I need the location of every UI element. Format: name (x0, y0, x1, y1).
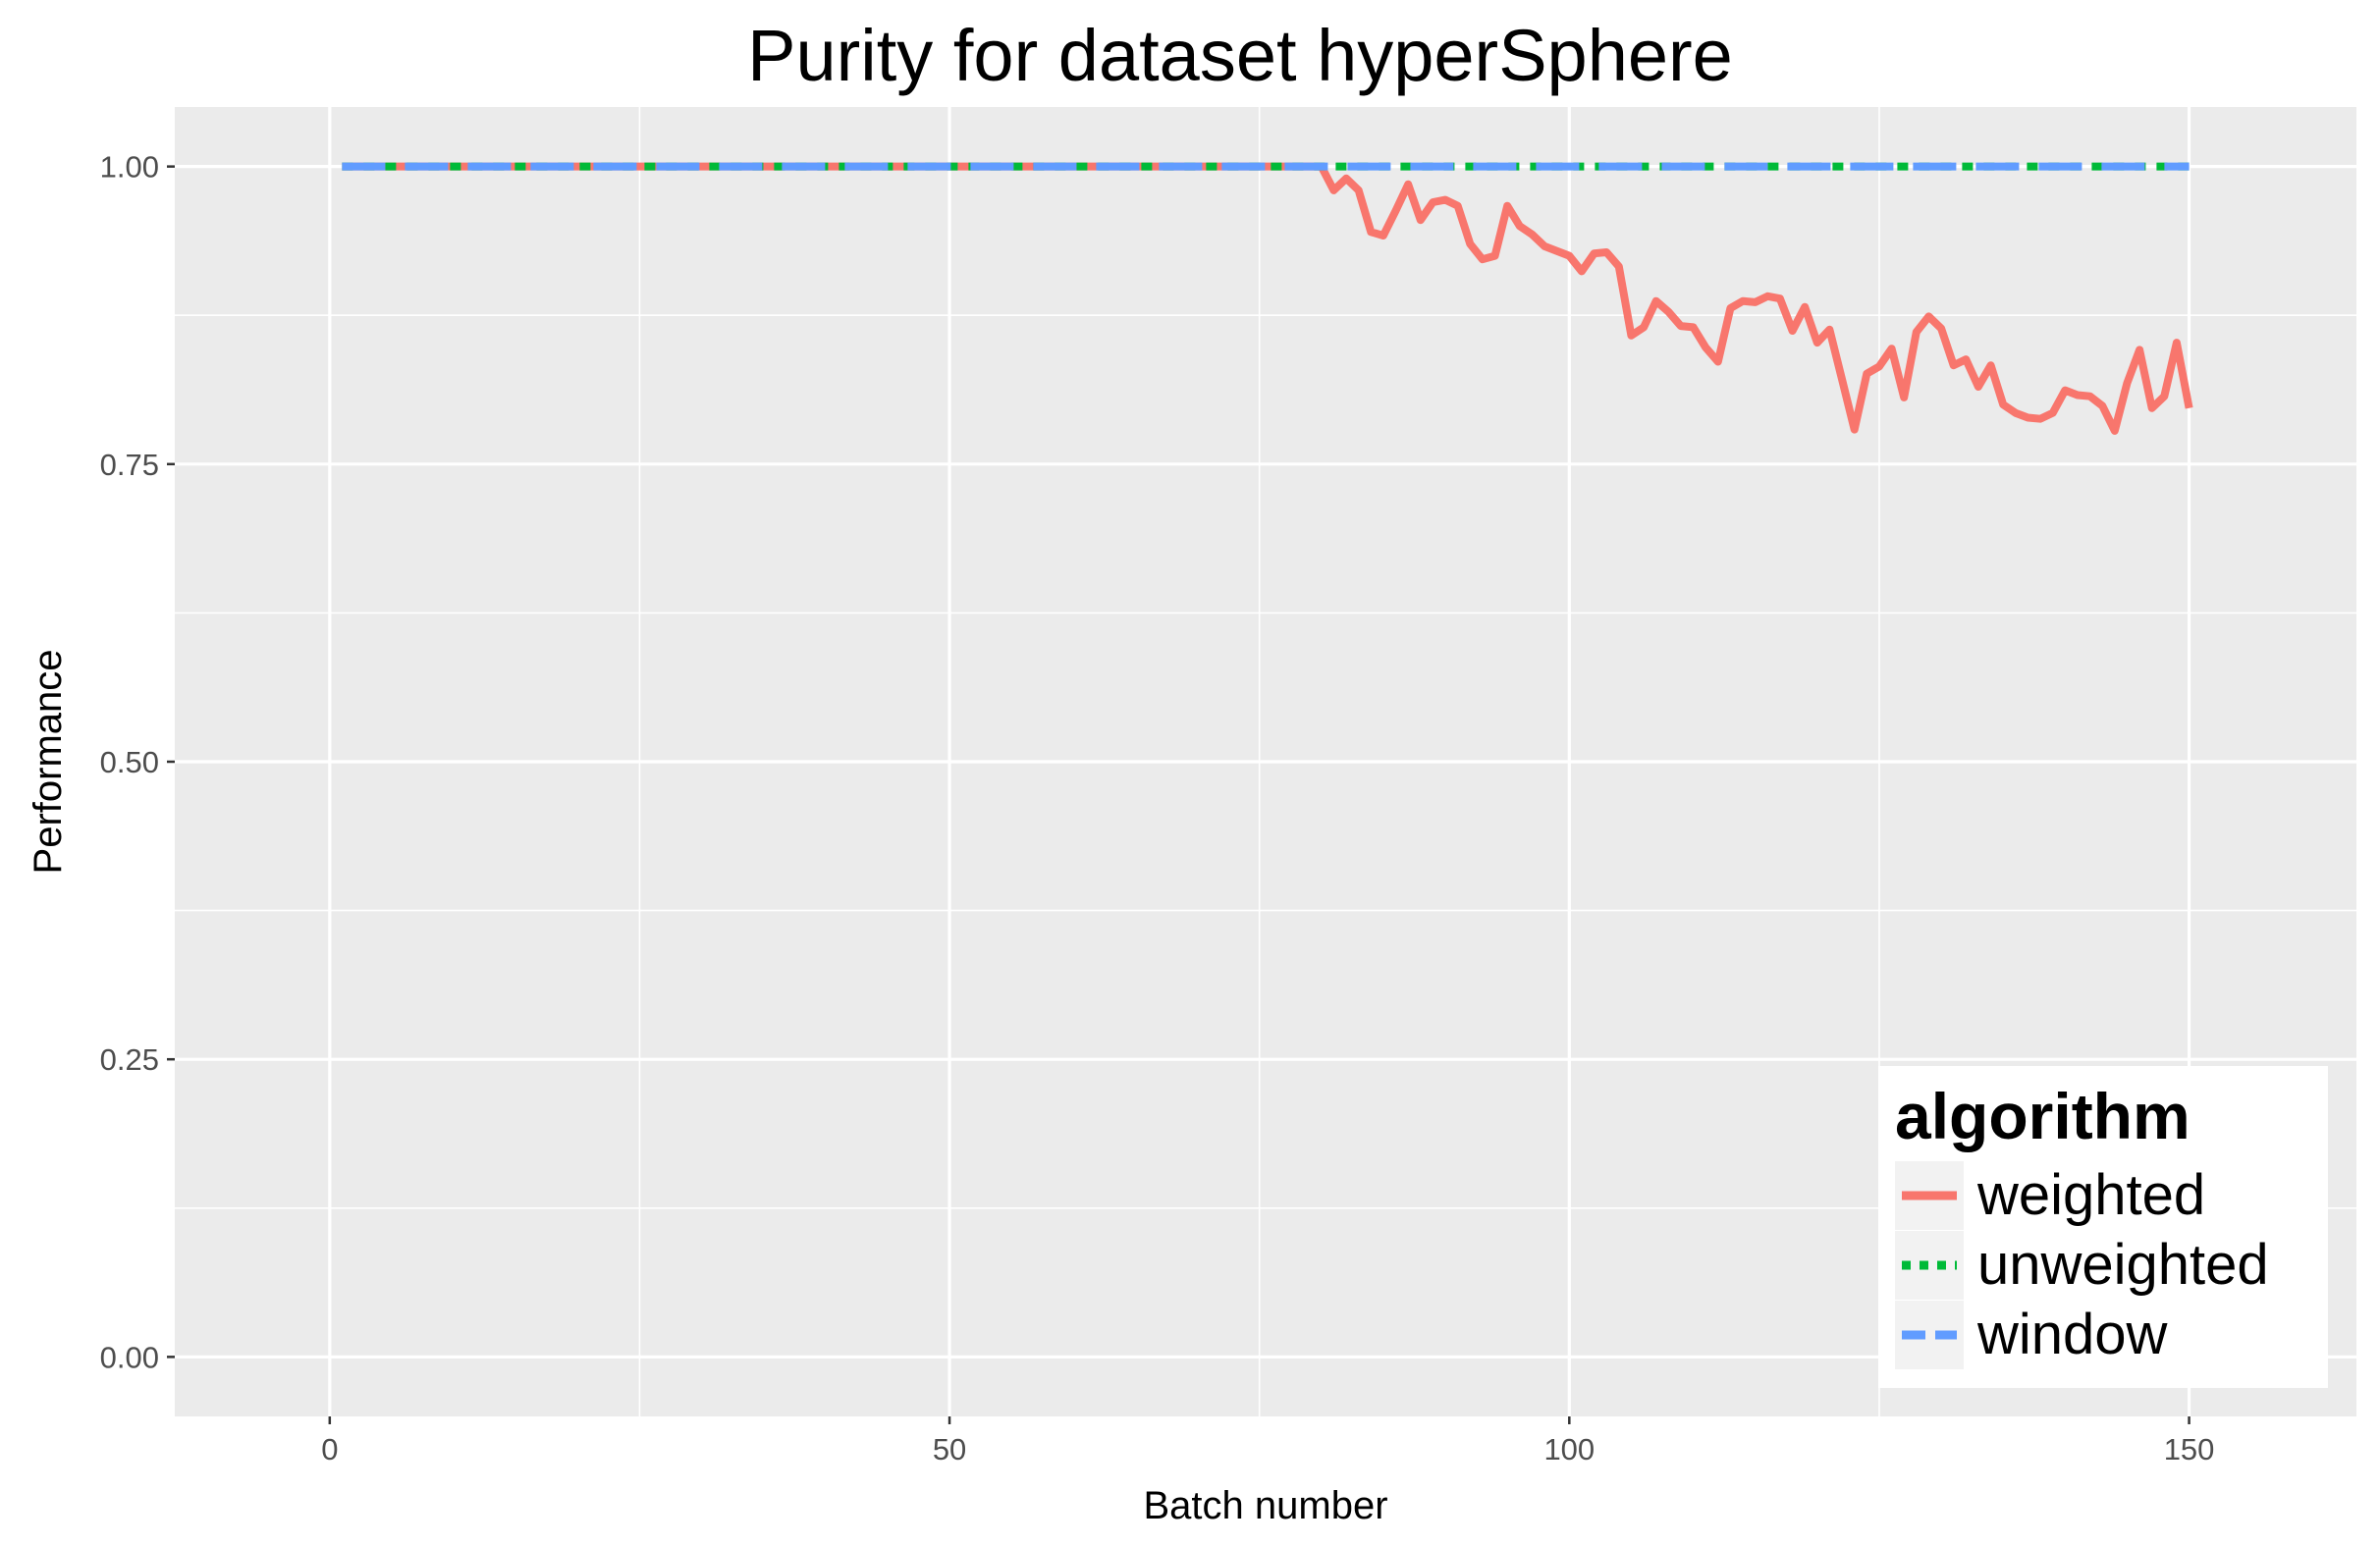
chart-title: Purity for dataset hyperSphere (747, 15, 1733, 96)
series-line-weighted (342, 162, 2193, 435)
x-axis-title: Batch number (1143, 1484, 1387, 1527)
y-tick-label: 1.00 (100, 150, 159, 185)
x-tick-label: 0 (321, 1432, 338, 1466)
x-tick-label: 100 (1543, 1432, 1595, 1466)
y-tick-label: 0.75 (100, 448, 159, 482)
x-tick-label: 150 (2164, 1432, 2215, 1466)
series-lines (342, 162, 2193, 435)
major-gridlines (175, 107, 2356, 1416)
legend-label-weighted: weighted (1976, 1163, 2205, 1227)
y-tick-label: 0.25 (100, 1042, 159, 1077)
y-axis: 0.00 0.25 0.50 0.75 1.00 (100, 150, 175, 1374)
y-tick-label: 0.50 (100, 745, 159, 779)
legend-label-unweighted: unweighted (1977, 1233, 2269, 1297)
legend-title: algorithm (1895, 1080, 2191, 1152)
y-tick-label: 0.00 (100, 1340, 159, 1374)
x-tick-label: 50 (933, 1432, 966, 1466)
legend: algorithm weighted unweighted window (1878, 1066, 2328, 1388)
legend-label-window: window (1976, 1303, 2169, 1366)
x-axis: 0 50 100 150 (321, 1416, 2214, 1466)
y-axis-title: Performance (27, 650, 70, 875)
